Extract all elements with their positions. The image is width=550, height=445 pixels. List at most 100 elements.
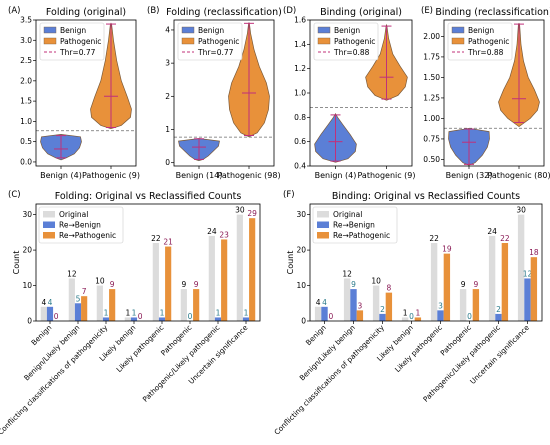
legend-label: Pathogenic <box>468 37 509 46</box>
bar-2-1 <box>356 310 364 321</box>
bar-value-label: 3 <box>357 301 362 310</box>
bar-2-6 <box>501 243 509 321</box>
bar-value-label: 22 <box>151 234 161 243</box>
legend-swatch <box>317 221 329 228</box>
y-tick-label: 3.5 <box>20 16 32 25</box>
y-tick-label: 2.0 <box>20 76 32 85</box>
bar-1-2 <box>379 313 386 321</box>
bar-2-5 <box>193 289 200 321</box>
y-tick-label: 0.4 <box>294 162 306 171</box>
legend-swatch <box>317 37 331 45</box>
bar-2-3 <box>414 317 422 321</box>
panel-letter: (F) <box>283 190 295 200</box>
bar-value-label: 0 <box>188 312 193 321</box>
bar-0-7 <box>236 214 243 321</box>
bar-1-0 <box>46 306 54 321</box>
bar-value-label: 1 <box>244 308 249 317</box>
legend-label: Original <box>59 210 88 219</box>
panel-letter: (D) <box>283 6 296 16</box>
bar-0-2 <box>372 285 380 321</box>
x-tick-label: Benign <box>304 323 328 347</box>
bar-value-label: 9 <box>181 280 186 289</box>
bar-value-label: 9 <box>351 280 356 289</box>
bar-value-label: 30 <box>235 206 245 215</box>
bar-2-4 <box>165 246 172 321</box>
bar-value-label: 9 <box>110 280 115 289</box>
bar-value-label: 8 <box>386 284 391 293</box>
legend-label: Re→Pathogenic <box>59 231 116 240</box>
y-tick-label: 20 <box>296 246 306 255</box>
bar-value-label: 1 <box>160 308 165 317</box>
bar-0-1 <box>343 278 351 321</box>
legend-label: Pathogenic <box>334 37 375 46</box>
legend-label: Thr=0.77 <box>59 48 96 57</box>
bar-1-7 <box>242 317 250 321</box>
bar-1-6 <box>214 317 222 321</box>
y-tick-label: 3.0 <box>20 36 32 45</box>
bar-value-label: 7 <box>82 287 87 296</box>
bar-0-6 <box>208 235 215 321</box>
bar-value-label: 12 <box>523 269 533 278</box>
y-tick-label: 1.4 <box>294 40 306 49</box>
bar-0-3 <box>124 317 131 321</box>
chart-title: Binding (original) <box>320 7 402 18</box>
bar-0-4 <box>430 243 438 321</box>
y-tick-label: 1.0 <box>294 89 306 98</box>
axes-frame <box>35 203 261 322</box>
y-tick-label: 30 <box>296 210 306 219</box>
bar-value-label: 21 <box>163 238 173 247</box>
bar-0-2 <box>96 285 103 321</box>
bar-0-1 <box>68 278 75 321</box>
y-tick-label: 0.0 <box>20 157 32 166</box>
x-tick-label: Conflicting classifications of pathogeni… <box>0 323 110 437</box>
bar-value-label: 9 <box>194 280 199 289</box>
bar-1-6 <box>495 313 502 321</box>
x-tick-label: Benign/Likely benign <box>298 323 357 382</box>
bar-value-label: 2 <box>380 305 385 314</box>
legend-label: Re→Pathogenic <box>333 231 390 240</box>
legend-label: Benign <box>334 26 360 35</box>
bar-value-label: 0 <box>138 312 143 321</box>
y-tick-label: 1.00 <box>423 114 440 123</box>
y-tick-label: 1.50 <box>423 73 440 82</box>
bar-1-3 <box>130 317 138 321</box>
legend-swatch <box>43 26 57 34</box>
axes-frame <box>309 203 543 322</box>
chart-title: Binding (reclassification) <box>435 7 550 18</box>
legend-swatch <box>451 26 465 34</box>
y-tick-label: 2 <box>165 92 170 101</box>
bar-value-label: 3 <box>438 301 443 310</box>
panel-letter: (C) <box>8 190 21 200</box>
x-tick-label: Uncertain significance <box>468 323 531 386</box>
y-tick-label: 20 <box>22 246 32 255</box>
y-tick-label: 0 <box>165 158 170 167</box>
y-axis-label: Count <box>12 251 21 275</box>
bar-value-label: 24 <box>207 227 217 236</box>
bar-value-label: 22 <box>500 234 510 243</box>
y-tick-label: 2.00 <box>423 32 440 41</box>
y-tick-label: 0.75 <box>423 134 440 143</box>
bar-1-4 <box>158 317 166 321</box>
bar-2-7 <box>530 257 538 321</box>
bar-panel-5: (F) Binding: Original vs Reclassified Cou… <box>272 190 543 437</box>
bar-value-label: 4 <box>48 298 53 307</box>
axes-frame <box>173 19 275 167</box>
bar-0-4 <box>152 243 159 321</box>
legend-label: Benign <box>198 26 224 35</box>
bar-value-label: 12 <box>342 269 352 278</box>
violin-panel-3: (E) Binding (reclassification) 0.50 0.75 1.0… <box>421 6 550 180</box>
legend-label: Thr=0.77 <box>197 48 234 57</box>
bar-value-label: 1 <box>125 308 130 317</box>
y-tick-label: 0 <box>27 317 32 326</box>
bar-value-label: 19 <box>442 245 452 254</box>
bar-value-label: 24 <box>487 227 497 236</box>
legend-label: Re→Benign <box>333 221 375 230</box>
bar-2-2 <box>385 292 393 321</box>
bar-value-label: 10 <box>371 277 381 286</box>
x-tick-label: Pathogenic (9) <box>82 171 140 180</box>
x-tick-label: Benign (4) <box>315 171 357 180</box>
y-tick-label: 1.5 <box>20 97 32 106</box>
y-tick-label: 1 <box>165 125 170 134</box>
bar-0-6 <box>488 235 496 321</box>
